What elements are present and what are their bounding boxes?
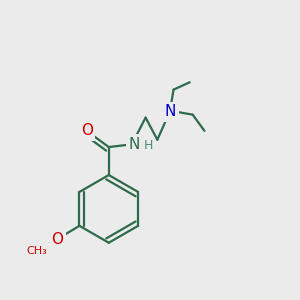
Text: N: N — [128, 136, 140, 152]
Text: CH₃: CH₃ — [26, 246, 47, 256]
Text: O: O — [81, 123, 93, 138]
Text: H: H — [143, 139, 153, 152]
Text: N: N — [165, 104, 176, 119]
Text: O: O — [51, 232, 63, 247]
